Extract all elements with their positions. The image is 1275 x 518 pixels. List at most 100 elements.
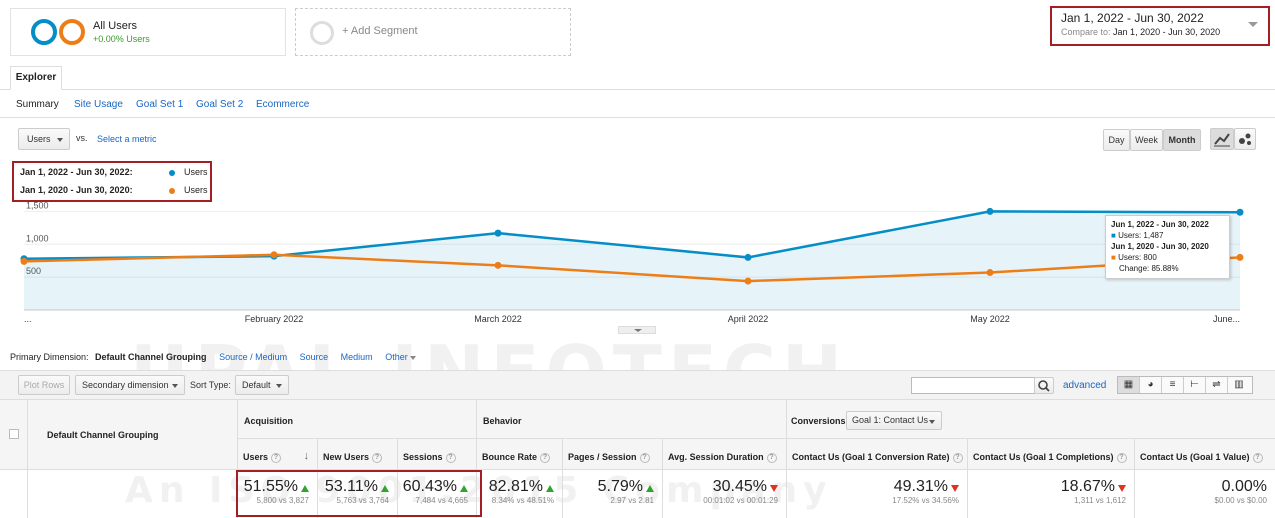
search-icon[interactable] [1034,377,1054,394]
total-comparison: 1,311 vs 1,612 [1074,496,1126,505]
motion-chart-view-icon[interactable] [1234,128,1256,150]
column-header-label: Contact Us (Goal 1 Conversion Rate) [792,452,950,462]
column-header-bounce-rate[interactable]: Bounce Rate? [482,452,558,463]
table-search-input[interactable] [911,377,1035,394]
column-header-pages-per-session[interactable]: Pages / Session? [568,452,658,463]
behavior-group-header: Behavior [483,416,522,426]
subtab-goal-set-1[interactable]: Goal Set 1 [136,99,184,110]
help-icon[interactable]: ? [1116,452,1127,463]
help-icon[interactable]: ? [766,452,777,463]
tab-explorer[interactable]: Explorer [10,66,62,90]
help-icon[interactable]: ? [1252,452,1263,463]
total-cell-pages-per-session: 5.79% 2.97 vs 2.81 [562,478,654,505]
column-header-goal1-value[interactable]: Contact Us (Goal 1 Value)? [1140,452,1271,463]
advanced-filter-link[interactable]: advanced [1063,380,1107,391]
help-icon[interactable]: ? [271,452,282,463]
total-cell-sessions: 60.43% 7,484 vs 4,665 [397,478,468,505]
sort-type-label: Sort Type: [190,380,231,390]
performance-view-icon[interactable]: ≡ [1162,377,1184,393]
total-percent: 60.43% [402,478,457,495]
total-percent: 18.67% [1060,478,1115,495]
column-header-sessions[interactable]: Sessions? [403,452,472,463]
subtab-goal-set-2[interactable]: Goal Set 2 [196,99,244,110]
x-tick-label: April 2022 [728,314,769,324]
trend-up-icon [381,484,389,492]
sort-type-select[interactable]: Default [235,375,289,395]
add-segment-button[interactable]: + Add Segment [295,8,571,56]
dimension-source[interactable]: Source [299,352,329,362]
chevron-down-icon [57,138,63,142]
dimension-column-header: Default Channel Grouping [47,430,159,440]
legend-metric-primary: Users [184,167,208,177]
primary-dimension-label: Primary Dimension: [10,352,89,362]
total-cell-goal1-value: 0.00% $0.00 vs $0.00 [1134,478,1267,505]
comparison-view-icon[interactable]: ⊢ [1184,377,1206,393]
legend-item-compare: Jan 1, 2020 - Jun 30, 2020: Users [20,185,210,195]
secondary-dimension-select[interactable]: Secondary dimension [75,375,185,395]
trend-up-icon [546,484,554,492]
metric-select[interactable]: Users [18,128,70,150]
dimension-medium[interactable]: Medium [340,352,373,362]
total-cell-bounce-rate: 82.81% 8.34% vs 48.51% [476,478,554,505]
chart-resize-handle[interactable] [618,326,656,334]
column-header-label: Bounce Rate [482,452,538,462]
total-cell-avg-session-duration: 30.45% 00:01:02 vs 00:01:29 [662,478,778,505]
chevron-down-icon [276,384,282,388]
date-range-picker[interactable]: Jan 1, 2022 - Jun 30, 2022 Compare to: J… [1050,6,1270,46]
column-header-goal1-conversion-rate[interactable]: Contact Us (Goal 1 Conversion Rate)? [792,452,963,463]
legend-range-compare: Jan 1, 2020 - Jun 30, 2020: [20,185,133,195]
tooltip-range-primary: Jun 1, 2022 - Jun 30, 2022 [1111,220,1209,229]
select-metric-link[interactable]: Select a metric [97,134,157,144]
segment-all-users[interactable]: All Users +0.00% Users [10,8,286,56]
dimension-other[interactable]: Other [385,352,408,362]
granularity-day-button[interactable]: Day [1103,129,1130,151]
help-icon[interactable]: ? [540,452,551,463]
subtab-ecommerce[interactable]: Ecommerce [256,99,310,110]
plot-rows-button[interactable]: Plot Rows [18,375,70,395]
total-comparison: 5,763 vs 3,764 [336,496,389,505]
total-comparison: 8.34% vs 48.51% [491,496,554,505]
term-cloud-view-icon[interactable]: ⇌ [1206,377,1228,393]
table-toolbar [0,370,1275,400]
granularity-week-button[interactable]: Week [1130,129,1163,151]
pivot-view-icon[interactable]: ▥ [1234,379,1244,390]
help-icon[interactable]: ? [372,452,383,463]
compare-label: Compare to: [1061,27,1111,37]
primary-dimension-bar: Primary Dimension: Default Channel Group… [10,352,417,362]
line-chart-view-icon[interactable] [1210,128,1234,150]
sort-type-value: Default [242,380,271,390]
total-comparison: 7,484 vs 4,665 [415,496,468,505]
granularity-month-button[interactable]: Month [1163,129,1201,151]
goal-select[interactable]: Goal 1: Contact Us [846,411,942,430]
pie-view-icon[interactable]: ◕ [1140,377,1162,393]
data-point [1236,208,1244,216]
total-cell-goal1-conversion-rate: 49.31% 17.52% vs 34.56% [786,478,959,505]
subtab-summary[interactable]: Summary [16,99,59,110]
column-header-goal1-completions[interactable]: Contact Us (Goal 1 Completions)? [973,452,1130,463]
compare-range: Jan 1, 2020 - Jun 30, 2020 [1113,27,1221,37]
help-icon[interactable]: ? [639,452,650,463]
help-icon[interactable]: ? [952,452,963,463]
table-view-icon[interactable]: ▦ [1118,377,1140,393]
series-line-compare [23,253,1241,283]
data-point [986,207,994,215]
segment-label: All Users [93,20,138,32]
data-point [744,253,752,261]
chevron-down-icon [410,355,417,360]
column-header-new-users[interactable]: New Users? [323,452,393,463]
trend-down-icon [951,484,959,492]
legend-dot-blue-icon [169,170,175,176]
column-header-users[interactable]: Users? ↓ [243,450,313,463]
dimension-source-medium[interactable]: Source / Medium [219,352,288,362]
data-point [494,229,502,237]
subtab-site-usage[interactable]: Site Usage [74,99,123,110]
tooltip-change: Change: 85.88% [1119,264,1179,273]
column-header-label: Sessions [403,452,443,462]
total-comparison: 5,800 vs 3,827 [256,496,309,505]
column-header-avg-session-duration[interactable]: Avg. Session Duration? [668,452,782,463]
total-cell-new-users: 53.11% 5,763 vs 3,764 [317,478,389,505]
help-icon[interactable]: ? [445,452,456,463]
series-area-primary [24,211,1240,310]
tooltip-users-compare: ■ Users: 800 [1111,253,1157,262]
select-all-checkbox[interactable] [9,429,19,439]
